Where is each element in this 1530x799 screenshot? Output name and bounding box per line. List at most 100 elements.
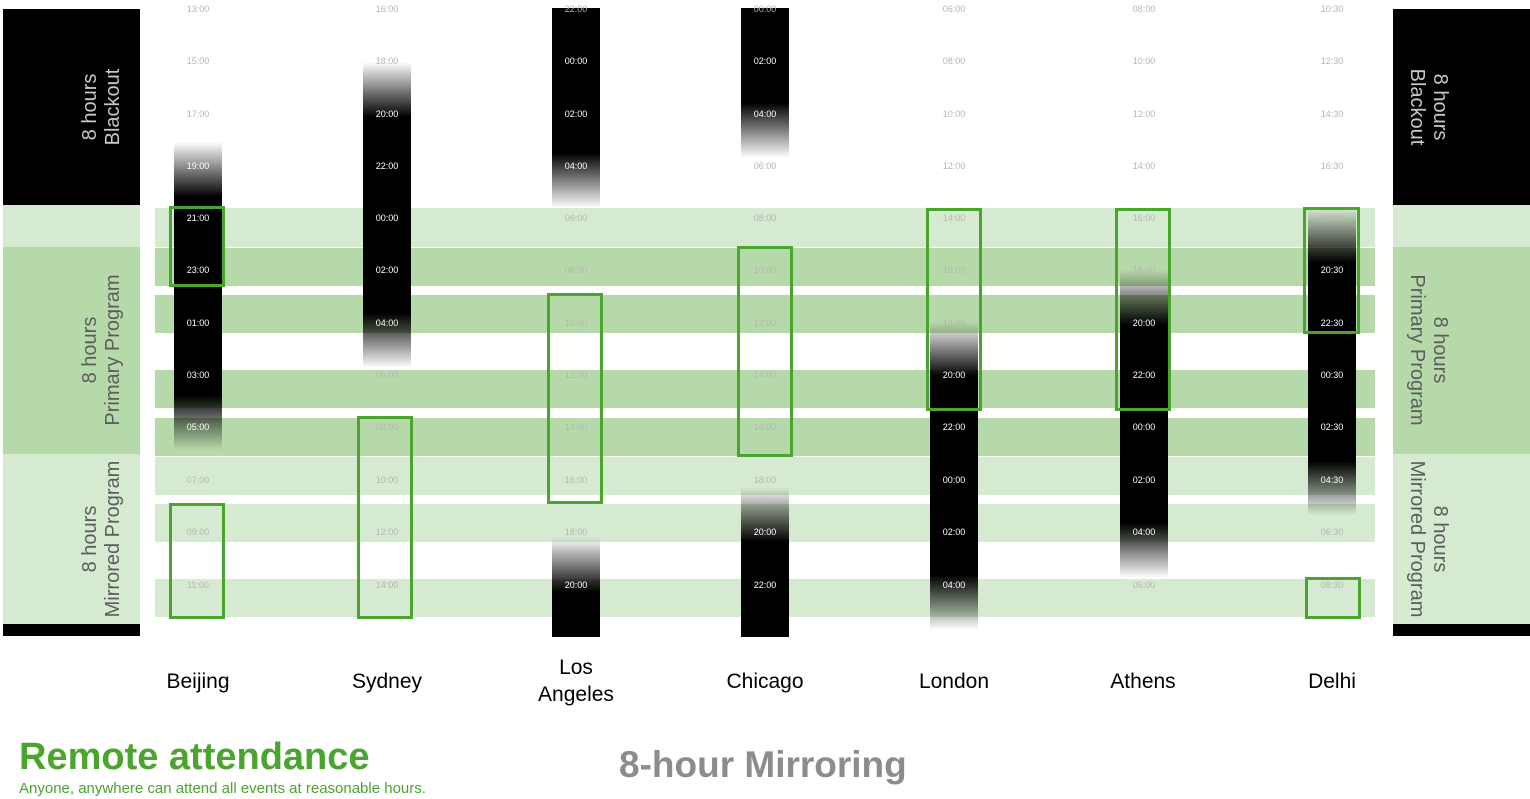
band-row-21 [155, 208, 1375, 247]
time-london-9: 00:00 [942, 475, 966, 485]
left-primary-hours: 8 hours [79, 316, 101, 384]
time-sydney-2: 20:00 [375, 109, 399, 119]
left-bottom-strip [3, 624, 140, 636]
time-london-10: 02:00 [942, 527, 966, 537]
time-los-angeles-8: 14:00 [564, 422, 588, 432]
left-mirrored-text: Mirrored Program [102, 460, 124, 618]
time-los-angeles-3: 04:00 [564, 161, 588, 171]
time-los-angeles-9: 16:00 [564, 475, 588, 485]
city-label-los-angeles: Los Angeles [506, 654, 646, 708]
blackout-bar-beijing [174, 142, 222, 450]
city-label-london: London [918, 670, 990, 693]
time-beijing-6: 01:00 [186, 318, 210, 328]
time-beijing-10: 09:00 [186, 527, 210, 537]
time-delhi-4: 18:30 [1320, 213, 1344, 223]
time-chicago-2: 04:00 [753, 109, 777, 119]
time-delhi-1: 12:30 [1320, 56, 1344, 66]
time-athens-2: 12:00 [1132, 109, 1156, 119]
time-los-angeles-4: 06:00 [564, 213, 588, 223]
time-london-6: 18:00 [942, 318, 966, 328]
blackout-bar-athens [1120, 270, 1168, 578]
band-row-01 [155, 295, 1375, 333]
time-chicago-4: 08:00 [753, 213, 777, 223]
left-blackout-hours: 8 hours [79, 73, 101, 141]
time-chicago-8: 16:00 [753, 422, 777, 432]
right-mirrored-hours: 8 hours [1429, 505, 1451, 573]
time-london-2: 10:00 [942, 109, 966, 119]
right-primary-label: 8 hours Primary Program [1405, 274, 1451, 425]
time-delhi-0: 10:30 [1320, 4, 1344, 14]
time-london-1: 08:00 [942, 56, 966, 66]
city-label-chicago: Chicago [726, 670, 804, 693]
time-beijing-7: 03:00 [186, 370, 210, 380]
city-label-sydney: Sydney [351, 670, 423, 693]
athens-primary-box [1115, 208, 1171, 411]
time-delhi-8: 02:30 [1320, 422, 1344, 432]
time-chicago-1: 02:00 [753, 56, 777, 66]
time-sydney-6: 04:00 [375, 318, 399, 328]
time-sydney-0: 16:00 [375, 4, 399, 14]
right-blackout-text: Blackout [1406, 68, 1428, 146]
city-label-los-angeles-line1: Los [559, 656, 593, 679]
city-label-delhi: Delhi [1308, 670, 1356, 693]
time-beijing-3: 19:00 [186, 161, 210, 171]
time-beijing-2: 17:00 [186, 109, 210, 119]
right-blackout-label: 8 hours Blackout [1405, 69, 1451, 146]
time-athens-11: 06:00 [1132, 580, 1156, 590]
time-athens-5: 18:00 [1132, 265, 1156, 275]
city-label-athens: Athens [1110, 670, 1176, 693]
time-los-angeles-2: 02:00 [564, 109, 588, 119]
time-los-angeles-1: 00:00 [564, 56, 588, 66]
left-blackout-label: 8 hours Blackout [79, 69, 125, 146]
time-los-angeles-10: 18:00 [564, 527, 588, 537]
left-blackout-text: Blackout [102, 68, 124, 146]
left-mirrored-block [3, 454, 140, 624]
right-blackout-hours: 8 hours [1429, 73, 1451, 141]
time-los-angeles-5: 08:00 [564, 265, 588, 275]
time-los-angeles-11: 20:00 [564, 580, 588, 590]
time-delhi-3: 16:30 [1320, 161, 1344, 171]
time-chicago-0: 00:00 [753, 4, 777, 14]
time-london-0: 06:00 [942, 4, 966, 14]
blackout-bar-london [930, 322, 978, 630]
right-mirrored-text: Mirrored Program [1406, 460, 1428, 618]
time-chicago-10: 20:00 [753, 527, 777, 537]
time-athens-7: 22:00 [1132, 370, 1156, 380]
time-los-angeles-0: 22:00 [564, 4, 588, 14]
time-athens-6: 20:00 [1132, 318, 1156, 328]
left-mirrored-label: 8 hours Mirrored Program [79, 461, 125, 618]
time-chicago-3: 06:00 [753, 161, 777, 171]
blackout-bar-los-angeles-1 [552, 8, 600, 208]
beijing-mirrored-box [169, 503, 225, 619]
time-delhi-7: 00:30 [1320, 370, 1344, 380]
time-sydney-5: 02:00 [375, 265, 399, 275]
time-chicago-6: 12:00 [753, 318, 777, 328]
left-primary-block [3, 247, 140, 454]
london-primary-box [926, 208, 982, 411]
time-athens-0: 08:00 [1132, 4, 1156, 14]
time-beijing-4: 21:00 [186, 213, 210, 223]
time-london-5: 16:00 [942, 265, 966, 275]
time-beijing-8: 05:00 [186, 422, 210, 432]
delhi-primary-box [1303, 207, 1360, 334]
time-los-angeles-7: 12:00 [564, 370, 588, 380]
left-blackout-block [3, 9, 140, 205]
time-beijing-0: 13:00 [186, 4, 210, 14]
time-athens-4: 16:00 [1132, 213, 1156, 223]
time-delhi-9: 04:30 [1320, 475, 1344, 485]
blackout-bar-chicago-1 [741, 8, 789, 158]
left-primary-top-block [3, 205, 140, 247]
time-sydney-10: 12:00 [375, 527, 399, 537]
time-sydney-7: 06:00 [375, 370, 399, 380]
left-primary-text: Primary Program [102, 274, 124, 426]
time-delhi-5: 20:30 [1320, 265, 1344, 275]
time-athens-1: 10:00 [1132, 56, 1156, 66]
right-primary-text: Primary Program [1406, 274, 1428, 426]
subtitle: Anyone, anywhere can attend all events a… [19, 780, 426, 797]
time-los-angeles-6: 10:00 [564, 318, 588, 328]
time-london-4: 14:00 [942, 213, 966, 223]
left-primary-label: 8 hours Primary Program [79, 274, 125, 425]
time-athens-9: 02:00 [1132, 475, 1156, 485]
time-sydney-1: 18:00 [375, 56, 399, 66]
time-london-7: 20:00 [942, 370, 966, 380]
